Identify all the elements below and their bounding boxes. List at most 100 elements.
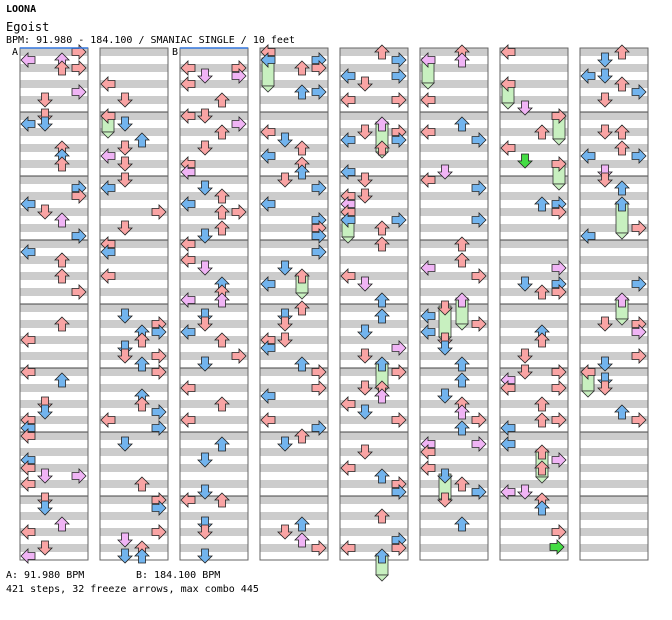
beat-stripe <box>500 512 568 520</box>
arrow-left <box>20 52 36 68</box>
arrow-down <box>117 532 133 548</box>
arrow-right <box>631 148 647 164</box>
arrow-down <box>357 324 373 340</box>
arrow-down <box>197 140 213 156</box>
beat-stripe <box>500 528 568 536</box>
arrow-right <box>231 116 247 132</box>
beat-stripe <box>420 448 488 456</box>
beat-stripe <box>20 208 88 216</box>
beat-stripe <box>100 464 168 472</box>
beat-stripe <box>580 496 648 504</box>
beat-stripe <box>20 432 88 440</box>
arrow-down <box>517 364 533 380</box>
beat-stripe <box>340 128 408 136</box>
arrow-left <box>20 476 36 492</box>
arrow-down <box>437 388 453 404</box>
beat-stripe <box>580 512 648 520</box>
beat-stripe <box>500 400 568 408</box>
beat-stripe <box>500 208 568 216</box>
arrow-left <box>180 380 196 396</box>
beat-stripe <box>420 224 488 232</box>
beat-stripe <box>580 336 648 344</box>
arrow-left <box>180 292 196 308</box>
beat-stripe <box>180 544 248 552</box>
arrow-left <box>260 124 276 140</box>
arrow-up <box>54 60 70 76</box>
arrow-right <box>311 364 327 380</box>
beat-stripe <box>260 352 328 360</box>
bpm-marker-b: B <box>172 47 179 58</box>
beat-stripe <box>100 512 168 520</box>
arrow-up <box>134 396 150 412</box>
arrow-down <box>117 116 133 132</box>
beat-stripe <box>180 288 248 296</box>
beat-stripe <box>100 352 168 360</box>
arrow-up <box>214 188 230 204</box>
beat-stripe <box>340 192 408 200</box>
beat-stripe <box>100 448 168 456</box>
beat-stripe <box>20 288 88 296</box>
arrow-left <box>260 276 276 292</box>
arrow-up <box>214 204 230 220</box>
beat-stripe <box>340 144 408 152</box>
arrow-down <box>197 180 213 196</box>
beat-stripe <box>260 544 328 552</box>
beat-stripe <box>340 96 408 104</box>
beat-stripe <box>100 320 168 328</box>
arrow-down <box>117 436 133 452</box>
arrow-left <box>180 252 196 268</box>
arrow-right <box>391 484 407 500</box>
beat-stripe <box>100 272 168 280</box>
beat-stripe <box>180 416 248 424</box>
arrow-left <box>420 172 436 188</box>
beat-stripe <box>260 384 328 392</box>
arrow-right <box>549 539 565 555</box>
arrow-left <box>20 364 36 380</box>
beat-stripe <box>500 480 568 488</box>
arrow-up <box>454 356 470 372</box>
arrow-up <box>294 356 310 372</box>
arrow-left <box>100 268 116 284</box>
chart-column <box>179 47 249 564</box>
beat-stripe <box>500 352 568 360</box>
beat-stripe <box>580 464 648 472</box>
arrow-left <box>420 124 436 140</box>
arrow-right <box>471 412 487 428</box>
arrow-down <box>437 340 453 356</box>
beat-stripe <box>580 352 648 360</box>
beat-stripe <box>260 336 328 344</box>
arrow-right <box>71 188 87 204</box>
freeze-tail <box>455 323 469 331</box>
beat-stripe <box>420 192 488 200</box>
beat-stripe <box>180 384 248 392</box>
beat-stripe <box>260 192 328 200</box>
beat-stripe <box>100 96 168 104</box>
arrow-up <box>294 164 310 180</box>
beat-stripe <box>180 432 248 440</box>
beat-stripe <box>500 112 568 120</box>
arrow-down <box>437 468 453 484</box>
arrow-up <box>534 196 550 212</box>
arrow-up <box>614 292 630 308</box>
beat-stripe <box>20 224 88 232</box>
beat-stripe <box>180 464 248 472</box>
arrow-up <box>374 388 390 404</box>
beat-stripe <box>180 112 248 120</box>
arrow-down <box>117 156 133 172</box>
beat-stripe <box>580 416 648 424</box>
chart-column <box>499 44 569 561</box>
arrow-up <box>454 116 470 132</box>
beat-stripe <box>260 400 328 408</box>
arrow-right <box>391 212 407 228</box>
arrow-down <box>437 164 453 180</box>
beat-stripe <box>180 128 248 136</box>
arrow-up <box>214 396 230 412</box>
arrow-up <box>374 116 390 132</box>
arrow-up <box>454 404 470 420</box>
arrow-right <box>551 284 567 300</box>
beat-stripe <box>180 160 248 168</box>
arrow-down <box>517 348 533 364</box>
arrow-down <box>357 76 373 92</box>
beat-stripe <box>420 64 488 72</box>
arrow-left <box>20 332 36 348</box>
